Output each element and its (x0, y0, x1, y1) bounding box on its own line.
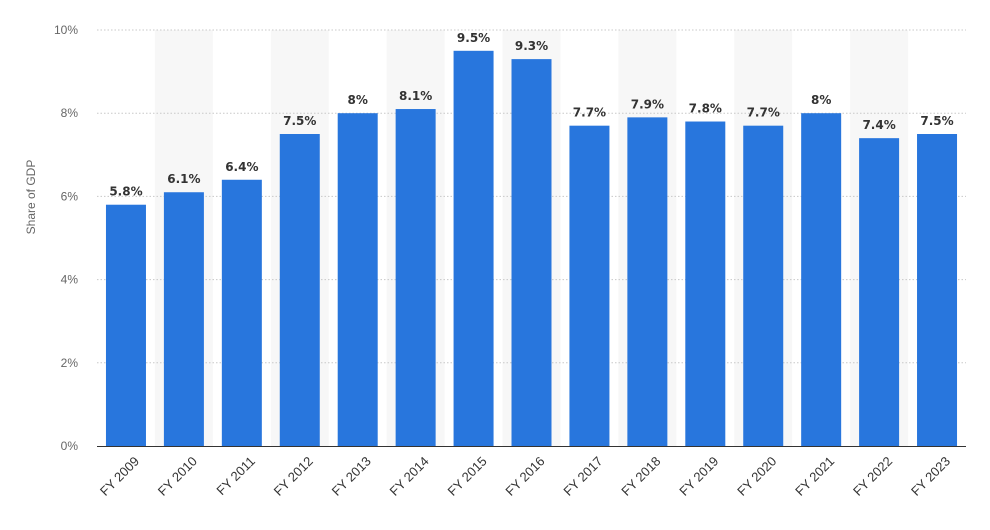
data-label: 7.5% (283, 114, 316, 128)
x-tick-label: FY 2018 (618, 454, 663, 499)
y-tick-label: 0% (61, 439, 79, 453)
x-tick-label: FY 2013 (329, 454, 374, 499)
data-labels: 5.8% 6.1% 6.4% 7.5% 8% 8.1% 9.5% 9.3% 7.7% 7.9% 7.… (109, 31, 953, 199)
data-label: 8% (348, 93, 368, 107)
bar (801, 113, 842, 446)
y-tick-label: 4% (61, 273, 79, 287)
x-tick-label: FY 2010 (155, 454, 200, 499)
data-label: 9.5% (457, 31, 490, 45)
bar (395, 109, 436, 446)
bars (105, 50, 958, 447)
x-tick-label: FY 2015 (444, 454, 489, 499)
x-axis-labels: FY 2009 FY 2010 FY 2011 FY 2012 FY 2013 FY 20… (97, 454, 953, 499)
bar (511, 59, 552, 447)
x-tick-label: FY 2022 (850, 454, 895, 499)
x-tick-label: FY 2009 (97, 454, 142, 499)
data-label: 8% (811, 93, 831, 107)
bar (743, 125, 784, 447)
data-label: 8.1% (399, 89, 432, 103)
data-label: 6.4% (225, 160, 258, 174)
x-tick-label: FY 2016 (502, 454, 547, 499)
bar (279, 134, 320, 446)
x-tick-label: FY 2011 (213, 454, 258, 499)
data-label: 7.4% (862, 118, 895, 132)
data-label: 7.7% (573, 106, 606, 120)
bar (163, 192, 204, 446)
x-tick-label: FY 2012 (271, 454, 316, 499)
x-tick-label: FY 2020 (734, 454, 779, 499)
bar (859, 138, 900, 446)
data-label: 9.3% (515, 39, 548, 53)
data-label: 7.5% (920, 114, 953, 128)
x-tick-label: FY 2023 (908, 454, 953, 499)
bar (337, 113, 378, 446)
x-tick-label: FY 2021 (792, 454, 837, 499)
y-tick-label: 10% (54, 23, 78, 37)
data-label: 7.7% (747, 106, 780, 120)
y-tick-label: 6% (61, 189, 79, 203)
bar (569, 125, 610, 447)
y-tick-label: 2% (61, 356, 79, 370)
x-tick-label: FY 2019 (676, 454, 721, 499)
data-label: 6.1% (167, 172, 200, 186)
x-tick-label: FY 2014 (387, 454, 432, 499)
bar (105, 204, 146, 446)
bar (453, 50, 494, 447)
y-axis-ticks: 0% 2% 4% 6% 8% 10% (54, 23, 78, 453)
data-label: 7.8% (689, 102, 722, 116)
bar (917, 134, 958, 446)
data-label: 5.8% (109, 185, 142, 199)
data-label: 7.9% (631, 97, 664, 111)
bar (685, 121, 726, 447)
y-tick-label: 8% (61, 106, 79, 120)
y-axis-title: Share of GDP (24, 160, 38, 235)
x-tick-label: FY 2017 (560, 454, 605, 499)
bar (221, 179, 262, 446)
bar (627, 117, 668, 447)
